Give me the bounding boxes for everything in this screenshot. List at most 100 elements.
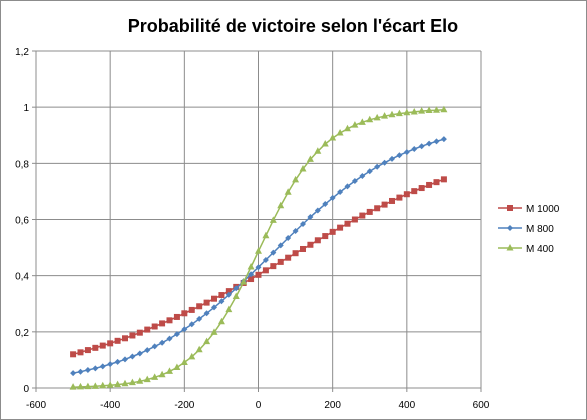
data-point	[255, 247, 262, 254]
data-point	[292, 250, 299, 257]
data-point	[240, 278, 248, 285]
data-point	[99, 381, 107, 389]
data-point	[129, 332, 136, 339]
data-point	[233, 285, 240, 292]
y-tick-label: 1	[23, 103, 29, 114]
data-point	[122, 335, 128, 342]
data-point	[306, 155, 314, 162]
data-point	[351, 216, 358, 223]
data-point	[359, 172, 366, 179]
data-point	[99, 363, 106, 370]
data-point	[277, 242, 284, 249]
data-point	[225, 291, 232, 298]
data-point	[136, 350, 143, 357]
y-tick-label: 1,2	[15, 47, 29, 58]
data-point	[181, 326, 188, 333]
data-point	[255, 271, 262, 278]
data-point	[389, 197, 395, 204]
data-point	[77, 368, 84, 375]
data-point	[99, 342, 106, 349]
data-point	[196, 303, 203, 310]
data-point	[121, 379, 129, 387]
data-point	[114, 380, 122, 388]
data-point	[351, 178, 358, 185]
data-point	[180, 358, 188, 365]
legend-label: M 1000	[526, 204, 560, 215]
data-point	[433, 106, 440, 113]
data-point	[426, 181, 433, 188]
data-point	[426, 140, 433, 147]
data-point	[358, 118, 366, 125]
data-point	[314, 237, 321, 244]
data-point	[440, 136, 447, 143]
data-point	[389, 155, 395, 162]
data-point	[151, 323, 158, 330]
data-point	[277, 201, 285, 209]
data-point	[410, 107, 418, 115]
data-point	[440, 105, 448, 113]
data-point	[210, 328, 218, 335]
data-point	[403, 108, 411, 116]
x-tick-label: 400	[398, 400, 415, 411]
series-m-400	[69, 105, 448, 390]
data-point	[366, 168, 373, 175]
data-point	[211, 304, 217, 311]
data-point	[396, 152, 403, 159]
data-point	[329, 228, 336, 235]
data-point	[418, 185, 425, 192]
data-point	[344, 220, 351, 227]
grid-lines	[36, 50, 482, 388]
data-point	[196, 315, 203, 322]
data-point	[159, 339, 166, 346]
data-point	[225, 288, 232, 295]
data-point	[218, 292, 225, 299]
y-tick-label: 0,4	[15, 272, 29, 283]
data-point	[329, 134, 337, 141]
data-point	[388, 110, 396, 118]
data-point	[136, 377, 144, 384]
data-point	[292, 175, 300, 183]
data-point	[114, 358, 121, 365]
data-point	[433, 179, 440, 186]
data-point	[285, 254, 292, 261]
y-tick-label: 0,2	[15, 328, 29, 339]
data-point	[381, 159, 388, 166]
data-point	[173, 331, 180, 338]
data-point	[248, 271, 255, 278]
data-point	[77, 349, 84, 356]
data-point	[92, 344, 99, 351]
data-point	[307, 241, 314, 248]
data-point	[159, 320, 166, 327]
data-point	[114, 337, 121, 344]
data-point	[92, 365, 99, 372]
y-tick-label: 0	[23, 384, 29, 395]
data-point	[329, 194, 336, 201]
data-point	[173, 363, 181, 370]
series-m-1000	[70, 176, 447, 358]
data-point	[314, 147, 322, 154]
data-point	[277, 258, 284, 265]
data-point	[232, 292, 240, 299]
x-tick-label: -600	[26, 400, 46, 411]
data-point	[262, 231, 270, 239]
data-point	[107, 361, 114, 368]
data-point	[166, 367, 173, 374]
data-point	[425, 106, 433, 114]
data-point	[336, 129, 344, 136]
axes: 0 0,2 0,4 0,6 0,8 1 1,2 -600 -400 -200 0 200 400 600	[15, 47, 490, 411]
legend-label: M 400	[526, 244, 554, 255]
data-point	[411, 146, 418, 153]
data-point	[166, 317, 173, 324]
data-point	[418, 143, 425, 150]
data-point	[188, 321, 195, 328]
data-point	[395, 109, 403, 117]
legend-label: M 800	[526, 224, 554, 235]
data-point	[166, 335, 173, 342]
data-point	[70, 370, 77, 377]
data-point	[84, 367, 91, 374]
data-point	[403, 149, 410, 156]
series-layer	[69, 105, 448, 390]
data-point	[129, 353, 136, 360]
